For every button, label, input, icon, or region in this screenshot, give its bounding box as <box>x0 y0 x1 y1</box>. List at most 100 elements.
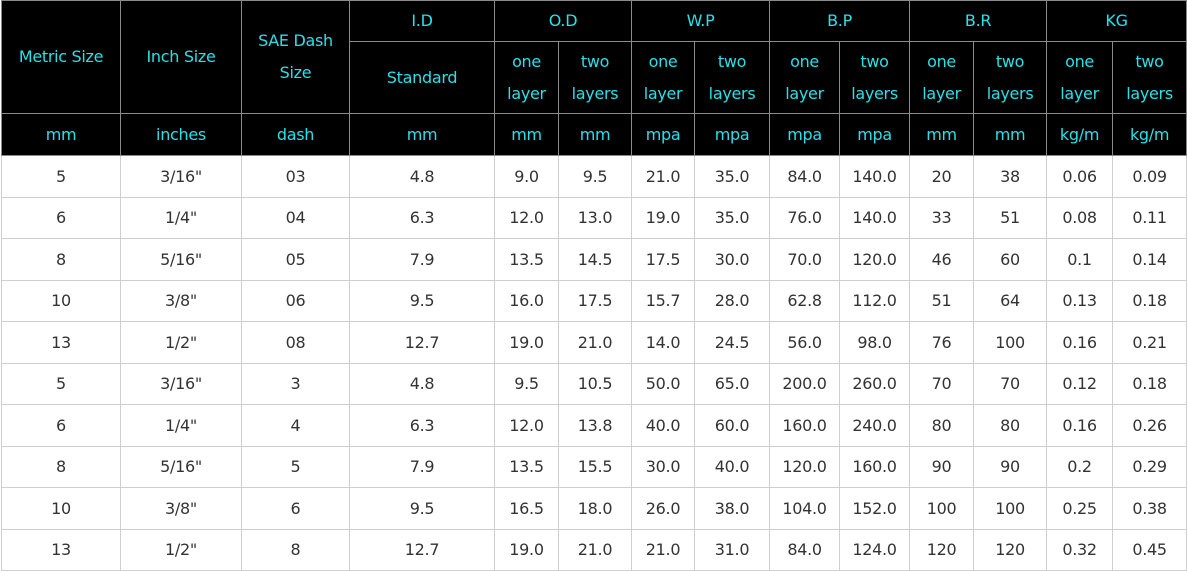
table-cell: 10 <box>1 487 121 530</box>
table-cell: 0.38 <box>1112 487 1187 530</box>
table-cell: 80 <box>973 404 1048 447</box>
table-cell: 5 <box>1 362 121 405</box>
table-cell: 9.5 <box>557 155 633 198</box>
table-cell: 200.0 <box>769 362 841 405</box>
table-cell: 30.0 <box>694 238 771 281</box>
table-cell: 04 <box>241 196 350 239</box>
table-cell: 9.5 <box>349 279 495 322</box>
table-cell: 1/4" <box>120 404 242 447</box>
table-cell: 21.0 <box>631 528 696 571</box>
table-cell: 35.0 <box>694 196 771 239</box>
table-cell: 6.3 <box>349 404 495 447</box>
unit-cell: inches <box>120 113 242 156</box>
table-cell: 3 <box>241 362 350 405</box>
header-row: Metric Size Inch Size SAE Dash Size I.D O.D W… <box>1 0 1187 114</box>
table-cell: 06 <box>241 279 350 322</box>
table-cell: 90 <box>973 445 1048 488</box>
table-cell: 104.0 <box>769 487 841 530</box>
unit-cell: kg/m <box>1112 113 1187 156</box>
table-cell: 0.09 <box>1112 155 1187 198</box>
table-cell: 76 <box>909 321 975 364</box>
table-cell: 240.0 <box>839 404 911 447</box>
subheader-cell: one layer <box>1046 41 1114 114</box>
unit-cell: mpa <box>769 113 841 156</box>
unit-cell: mm <box>349 113 495 156</box>
table-cell: 8 <box>1 445 121 488</box>
table-cell: 1/2" <box>120 321 242 364</box>
table-cell: 9.5 <box>349 487 495 530</box>
table-cell: 13.5 <box>494 238 559 281</box>
table-cell: 15.5 <box>557 445 633 488</box>
table-cell: 40.0 <box>631 404 696 447</box>
table-cell: 100 <box>973 321 1048 364</box>
table-cell: 70.0 <box>769 238 841 281</box>
table-cell: 56.0 <box>769 321 841 364</box>
header-cell: B.R <box>909 0 1048 42</box>
table-cell: 05 <box>241 238 350 281</box>
table-cell: 3/8" <box>120 487 242 530</box>
table-cell: 18.0 <box>557 487 633 530</box>
table-cell: 13.0 <box>557 196 633 239</box>
table-cell: 0.26 <box>1112 404 1187 447</box>
table-cell: 30.0 <box>631 445 696 488</box>
table-cell: 3/16" <box>120 155 242 198</box>
unit-cell: mm <box>557 113 633 156</box>
table-cell: 16.0 <box>494 279 559 322</box>
table-cell: 13.8 <box>557 404 633 447</box>
table-cell: 15.7 <box>631 279 696 322</box>
table-cell: 0.45 <box>1112 528 1187 571</box>
table-cell: 20 <box>909 155 975 198</box>
table-cell: 28.0 <box>694 279 771 322</box>
subheader-cell: one layer <box>909 41 975 114</box>
table-cell: 0.18 <box>1112 279 1187 322</box>
subheader-cell: one layer <box>631 41 696 114</box>
table-row: 10 3/8" 06 9.5 16.0 17.5 15.7 28.0 62.8 112.0 51 64… <box>1 279 1187 322</box>
table-cell: 64 <box>973 279 1048 322</box>
table-cell: 13 <box>1 321 121 364</box>
table-cell: 160.0 <box>769 404 841 447</box>
header-cell: Metric Size <box>1 0 121 114</box>
table-row: 10 3/8" 6 9.5 16.5 18.0 26.0 38.0 104.0 152.0 100 1… <box>1 487 1187 530</box>
table-cell: 4 <box>241 404 350 447</box>
table-cell: 51 <box>909 279 975 322</box>
subheader-cell: two layers <box>557 41 633 114</box>
header-cell: KG <box>1046 0 1187 42</box>
table-cell: 0.25 <box>1046 487 1114 530</box>
table-cell: 35.0 <box>694 155 771 198</box>
table-cell: 38.0 <box>694 487 771 530</box>
table-cell: 90 <box>909 445 975 488</box>
table-cell: 98.0 <box>839 321 911 364</box>
table-cell: 100 <box>973 487 1048 530</box>
table-cell: 5 <box>241 445 350 488</box>
table-cell: 14.0 <box>631 321 696 364</box>
table-row: 13 1/2" 08 12.7 19.0 21.0 14.0 24.5 56.0 98.0 76 10… <box>1 321 1187 364</box>
table-cell: 7.9 <box>349 445 495 488</box>
header-cell: O.D <box>493 0 633 42</box>
table-row: 13 1/2" 8 12.7 19.0 21.0 21.0 31.0 84.0 124.0 120 1… <box>1 528 1187 571</box>
table-cell: 120 <box>973 528 1048 571</box>
table-cell: 0.21 <box>1112 321 1187 364</box>
unit-cell: kg/m <box>1046 113 1114 156</box>
table-cell: 3/16" <box>120 362 242 405</box>
table-cell: 40.0 <box>694 445 771 488</box>
table-cell: 0.2 <box>1046 445 1114 488</box>
table-cell: 21.0 <box>631 155 696 198</box>
unit-cell: mm <box>973 113 1048 156</box>
table-cell: 26.0 <box>631 487 696 530</box>
table-cell: 46 <box>909 238 975 281</box>
unit-cell: mpa <box>631 113 696 156</box>
table-cell: 5 <box>1 155 121 198</box>
table-cell: 0.18 <box>1112 362 1187 405</box>
table-cell: 6.3 <box>349 196 495 239</box>
unit-row: mm inches dash mm mm mm mpa mpa mpa mpa mm mm kg/m kg… <box>1 113 1187 156</box>
table-cell: 260.0 <box>839 362 911 405</box>
unit-cell: mpa <box>694 113 771 156</box>
header-cell: B.P <box>769 0 911 42</box>
table-cell: 0.13 <box>1046 279 1114 322</box>
table-cell: 70 <box>973 362 1048 405</box>
table-cell: 112.0 <box>839 279 911 322</box>
table-cell: 0.11 <box>1112 196 1187 239</box>
header-cell: I.D <box>349 0 495 42</box>
